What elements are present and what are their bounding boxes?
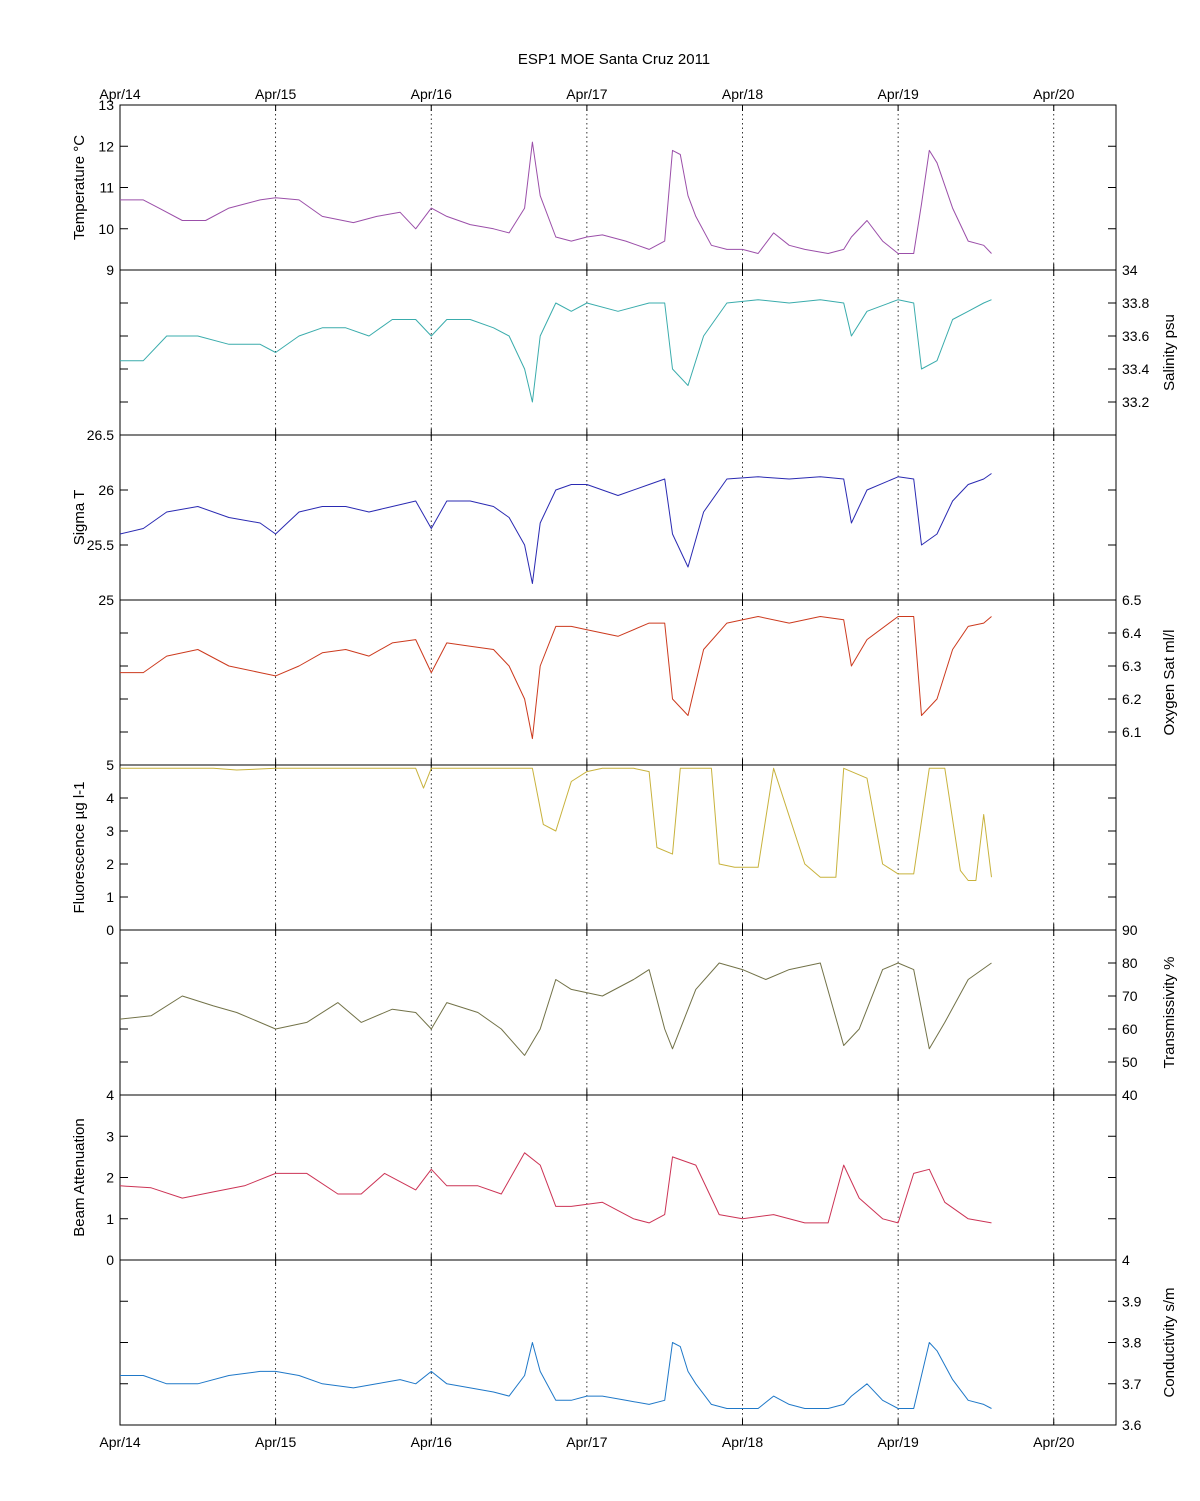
series-line-beam-attenuation	[119, 1152, 992, 1224]
y-tick-label: 3.9	[1122, 1293, 1142, 1309]
panel-frame	[119, 269, 1117, 436]
panel-transmissivity: 40 50 60 70 80 90 Transmissivity %	[119, 922, 1178, 1103]
bottom-date-axis: Apr/14 Apr/15 Apr/16 Apr/17 Apr/18 Apr/19 Apr/…	[99, 1434, 1074, 1450]
y-tick-label: 50	[1122, 1054, 1138, 1070]
panel-conductivity: 3.6 3.7 3.8 3.9 4 Conductivity s/m	[119, 1252, 1178, 1433]
top-date-tick-label: Apr/15	[255, 86, 296, 102]
y-tick-label: 3	[106, 823, 114, 839]
bottom-date-tick-label: Apr/19	[878, 1434, 919, 1450]
y-tick-label: 6.1	[1122, 724, 1142, 740]
top-date-tick-label: Apr/16	[411, 86, 452, 102]
series-line-salinity	[120, 299, 992, 403]
y-tick-label: 4	[1122, 1252, 1130, 1268]
y-tick-label: 34	[1122, 262, 1138, 278]
y-tick-label: 25.5	[87, 537, 114, 553]
y-tick-label: 26	[98, 482, 114, 498]
y-tick-label: 26.5	[87, 427, 114, 443]
panel-fluorescence: 0 1 2 3 4 5 Fluorescence µg l-1	[71, 757, 1117, 938]
panel-frame	[119, 104, 1117, 271]
y-tick-label: 60	[1122, 1021, 1138, 1037]
y-tick-label: 33.8	[1122, 295, 1149, 311]
bottom-date-tick-label: Apr/18	[722, 1434, 763, 1450]
y-axis-title-salinity: Salinity psu	[1161, 314, 1178, 391]
y-axis-title-temperature: Temperature °C	[71, 135, 88, 240]
y-tick-label: 3	[106, 1128, 114, 1144]
y-tick-label: 12	[98, 138, 114, 154]
y-tick-label: 6.2	[1122, 691, 1142, 707]
y-tick-label: 25	[98, 592, 114, 608]
panel-frame	[119, 599, 1117, 766]
series-line-conductivity	[120, 1342, 992, 1409]
bottom-date-tick-label: Apr/15	[255, 1434, 296, 1450]
y-tick-label: 1	[106, 889, 114, 905]
y-tick-label: 9	[106, 262, 114, 278]
series-line-fluorescence	[120, 767, 992, 881]
y-axis-title-transmissivity: Transmissivity %	[1161, 957, 1178, 1069]
y-axis-title-conductivity: Conductivity s/m	[1161, 1287, 1178, 1397]
y-tick-label: 90	[1122, 922, 1138, 938]
panel-frame	[119, 1094, 1117, 1261]
y-tick-label: 13	[98, 97, 114, 113]
top-date-tick-label: Apr/18	[722, 86, 763, 102]
y-tick-label: 0	[106, 922, 114, 938]
panel-frame	[119, 434, 1117, 601]
y-axis-title-sigma-t: Sigma T	[71, 490, 88, 546]
panel-temperature: 9 10 11 12 13 Temperature °C	[71, 97, 1117, 278]
y-tick-label: 6.5	[1122, 592, 1142, 608]
y-tick-label: 2	[106, 1170, 114, 1186]
y-tick-label: 6.3	[1122, 658, 1142, 674]
y-axis-title-oxygen: Oxygen Sat ml/l	[1161, 630, 1178, 736]
panel-frame	[119, 764, 1117, 931]
y-tick-label: 11	[99, 180, 114, 196]
series-line-sigma-t	[119, 473, 992, 584]
y-tick-label: 5	[106, 757, 114, 773]
y-tick-label: 33.6	[1122, 328, 1149, 344]
panel-frame	[119, 1259, 1117, 1426]
chart-title: ESP1 MOE Santa Cruz 2011	[518, 51, 710, 68]
y-tick-label: 3.6	[1122, 1417, 1142, 1433]
y-tick-label: 33.4	[1122, 361, 1149, 377]
top-date-tick-label: Apr/14	[99, 86, 140, 102]
y-axis-title-beam-attenuation: Beam Attenuation	[71, 1118, 88, 1236]
y-tick-label: 40	[1122, 1087, 1138, 1103]
bottom-date-tick-label: Apr/16	[411, 1434, 452, 1450]
y-tick-label: 33.2	[1122, 394, 1149, 410]
bottom-date-tick-label: Apr/20	[1033, 1434, 1074, 1450]
panel-salinity: 33.2 33.4 33.6 33.8 34 Salinity psu	[119, 262, 1178, 436]
y-tick-label: 4	[106, 790, 114, 806]
y-tick-label: 70	[1122, 988, 1138, 1004]
series-line-temperature	[120, 141, 992, 254]
series-line-transmissivity	[119, 962, 992, 1056]
y-tick-label: 3.7	[1122, 1376, 1142, 1392]
series-line-oxygen	[120, 616, 992, 740]
panel-sigma-t: 25 25.5 26 26.5 Sigma T	[71, 427, 1117, 608]
top-date-tick-label: Apr/20	[1033, 86, 1074, 102]
panel-beam-attenuation: 0 1 2 3 4 Beam Attenuation	[71, 1087, 1117, 1268]
panel-frame	[119, 929, 1117, 1096]
y-tick-label: 6.4	[1122, 625, 1142, 641]
y-tick-label: 3.8	[1122, 1335, 1142, 1351]
y-axis-title-fluorescence: Fluorescence µg l-1	[71, 781, 88, 913]
y-tick-label: 80	[1122, 955, 1138, 971]
y-tick-label: 10	[98, 221, 114, 237]
bottom-date-tick-label: Apr/17	[566, 1434, 607, 1450]
y-tick-label: 2	[106, 856, 114, 872]
y-tick-label: 0	[106, 1252, 114, 1268]
top-date-axis: Apr/14 Apr/15 Apr/16 Apr/17 Apr/18 Apr/19 Apr/…	[99, 86, 1074, 102]
y-tick-label: 1	[106, 1211, 114, 1227]
panel-oxygen: 6.1 6.2 6.3 6.4 6.5 Oxygen Sat ml/l	[119, 592, 1178, 766]
bottom-date-tick-label: Apr/14	[99, 1434, 140, 1450]
top-date-tick-label: Apr/17	[566, 86, 607, 102]
top-date-tick-label: Apr/19	[878, 86, 919, 102]
y-tick-label: 4	[106, 1087, 114, 1103]
